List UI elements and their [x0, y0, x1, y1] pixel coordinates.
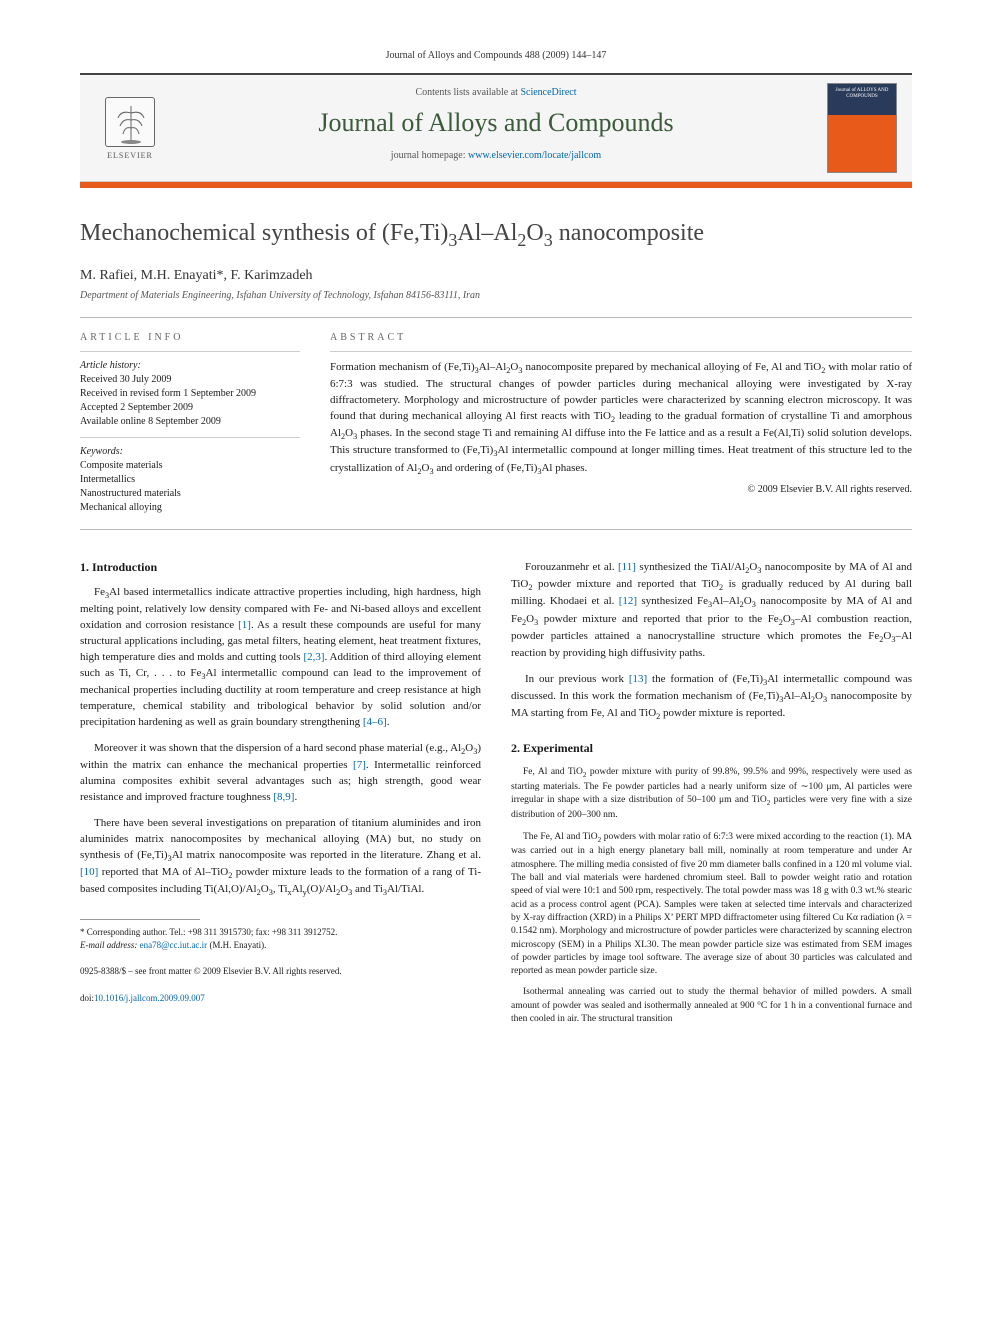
keyword: Intermetallics	[80, 473, 300, 487]
history-line: Received in revised form 1 September 200…	[80, 387, 300, 401]
body-paragraph: The Fe, Al and TiO2 powders with molar r…	[511, 831, 912, 979]
body-paragraph: Fe3Al based intermetallics indicate attr…	[80, 585, 481, 731]
email-label: E-mail address:	[80, 940, 140, 950]
authors-line: M. Rafiei, M.H. Enayati*, F. Karimzadeh	[80, 268, 912, 284]
header-center: Contents lists available at ScienceDirec…	[180, 75, 812, 181]
body-two-column: 1. Introduction Fe3Al based intermetalli…	[80, 560, 912, 1034]
sciencedirect-link[interactable]: ScienceDirect	[520, 87, 576, 98]
body-paragraph: Moreover it was shown that the dispersio…	[80, 741, 481, 806]
front-matter-line: 0925-8388/$ – see front matter © 2009 El…	[80, 965, 481, 978]
body-paragraph: Forouzanmehr et al. [11] synthesized the…	[511, 560, 912, 662]
article-info-heading: article info	[80, 332, 300, 343]
doi-line: doi:10.1016/j.jallcom.2009.09.007	[80, 992, 481, 1005]
keyword: Mechanical alloying	[80, 501, 300, 515]
journal-cover-area: Journal of ALLOYS AND COMPOUNDS	[812, 75, 912, 181]
homepage-prefix: journal homepage:	[391, 150, 468, 161]
corresponding-author-footnote: * Corresponding author. Tel.: +98 311 39…	[80, 926, 481, 939]
divider	[80, 351, 300, 352]
abstract-text: Formation mechanism of (Fe,Ti)3Al–Al2O3 …	[330, 360, 912, 478]
divider	[330, 351, 912, 352]
body-paragraph: Fe, Al and TiO2 powder mixture with puri…	[511, 766, 912, 822]
divider	[80, 529, 912, 530]
homepage-link[interactable]: www.elsevier.com/locate/jallcom	[468, 150, 601, 161]
history-line: Available online 8 September 2009	[80, 415, 300, 429]
keyword: Nanostructured materials	[80, 487, 300, 501]
elsevier-tree-icon	[105, 97, 155, 147]
abstract-heading: abstract	[330, 332, 912, 343]
publisher-name: ELSEVIER	[107, 151, 153, 160]
orange-accent-bar	[80, 182, 912, 188]
keywords-heading: Keywords:	[80, 446, 300, 457]
section-heading-introduction: 1. Introduction	[80, 560, 481, 575]
doi-prefix: doi:	[80, 993, 94, 1003]
body-paragraph: Isothermal annealing was carried out to …	[511, 986, 912, 1026]
affiliation: Department of Materials Engineering, Isf…	[80, 290, 912, 301]
history-heading: Article history:	[80, 360, 300, 371]
section-heading-experimental: 2. Experimental	[511, 741, 912, 756]
article-title: Mechanochemical synthesis of (Fe,Ti)3Al–…	[80, 218, 912, 252]
email-footnote: E-mail address: ena78@cc.iut.ac.ir (M.H.…	[80, 939, 481, 952]
contents-available-line: Contents lists available at ScienceDirec…	[190, 87, 802, 98]
doi-link[interactable]: 10.1016/j.jallcom.2009.09.007	[94, 993, 205, 1003]
info-abstract-row: article info Article history: Received 3…	[80, 332, 912, 515]
elsevier-logo: ELSEVIER	[95, 88, 165, 168]
abstract-column: abstract Formation mechanism of (Fe,Ti)3…	[330, 332, 912, 515]
body-paragraph: There have been several investigations o…	[80, 816, 481, 899]
history-line: Received 30 July 2009	[80, 373, 300, 387]
right-column: Forouzanmehr et al. [11] synthesized the…	[511, 560, 912, 1034]
page-container: Journal of Alloys and Compounds 488 (200…	[0, 0, 992, 1074]
history-line: Accepted 2 September 2009	[80, 401, 300, 415]
journal-name: Journal of Alloys and Compounds	[190, 108, 802, 138]
keyword: Composite materials	[80, 459, 300, 473]
email-link[interactable]: ena78@cc.iut.ac.ir	[140, 940, 208, 950]
footnote-separator	[80, 919, 200, 920]
running-header: Journal of Alloys and Compounds 488 (200…	[80, 50, 912, 61]
journal-cover-thumbnail: Journal of ALLOYS AND COMPOUNDS	[827, 83, 897, 173]
left-column: 1. Introduction Fe3Al based intermetalli…	[80, 560, 481, 1034]
email-suffix: (M.H. Enayati).	[207, 940, 266, 950]
abstract-copyright: © 2009 Elsevier B.V. All rights reserved…	[330, 484, 912, 495]
divider	[80, 437, 300, 438]
article-info-column: article info Article history: Received 3…	[80, 332, 300, 515]
journal-header-box: ELSEVIER Contents lists available at Sci…	[80, 73, 912, 182]
homepage-line: journal homepage: www.elsevier.com/locat…	[190, 150, 802, 161]
publisher-logo-area: ELSEVIER	[80, 75, 180, 181]
body-paragraph: In our previous work [13] the formation …	[511, 672, 912, 723]
cover-text: Journal of ALLOYS AND COMPOUNDS	[830, 88, 894, 99]
divider	[80, 317, 912, 318]
contents-prefix: Contents lists available at	[415, 87, 520, 98]
